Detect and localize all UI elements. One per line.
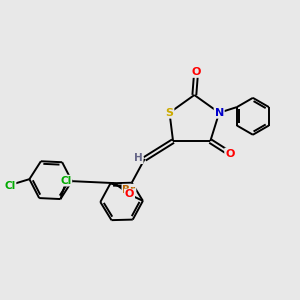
Text: Cl: Cl: [60, 176, 71, 186]
Text: Br: Br: [122, 185, 136, 195]
Text: Cl: Cl: [4, 181, 16, 190]
Text: N: N: [214, 108, 224, 118]
Text: O: O: [191, 67, 201, 77]
Text: H: H: [134, 153, 143, 163]
Text: O: O: [125, 190, 134, 200]
Text: O: O: [225, 148, 235, 158]
Text: S: S: [166, 108, 173, 118]
